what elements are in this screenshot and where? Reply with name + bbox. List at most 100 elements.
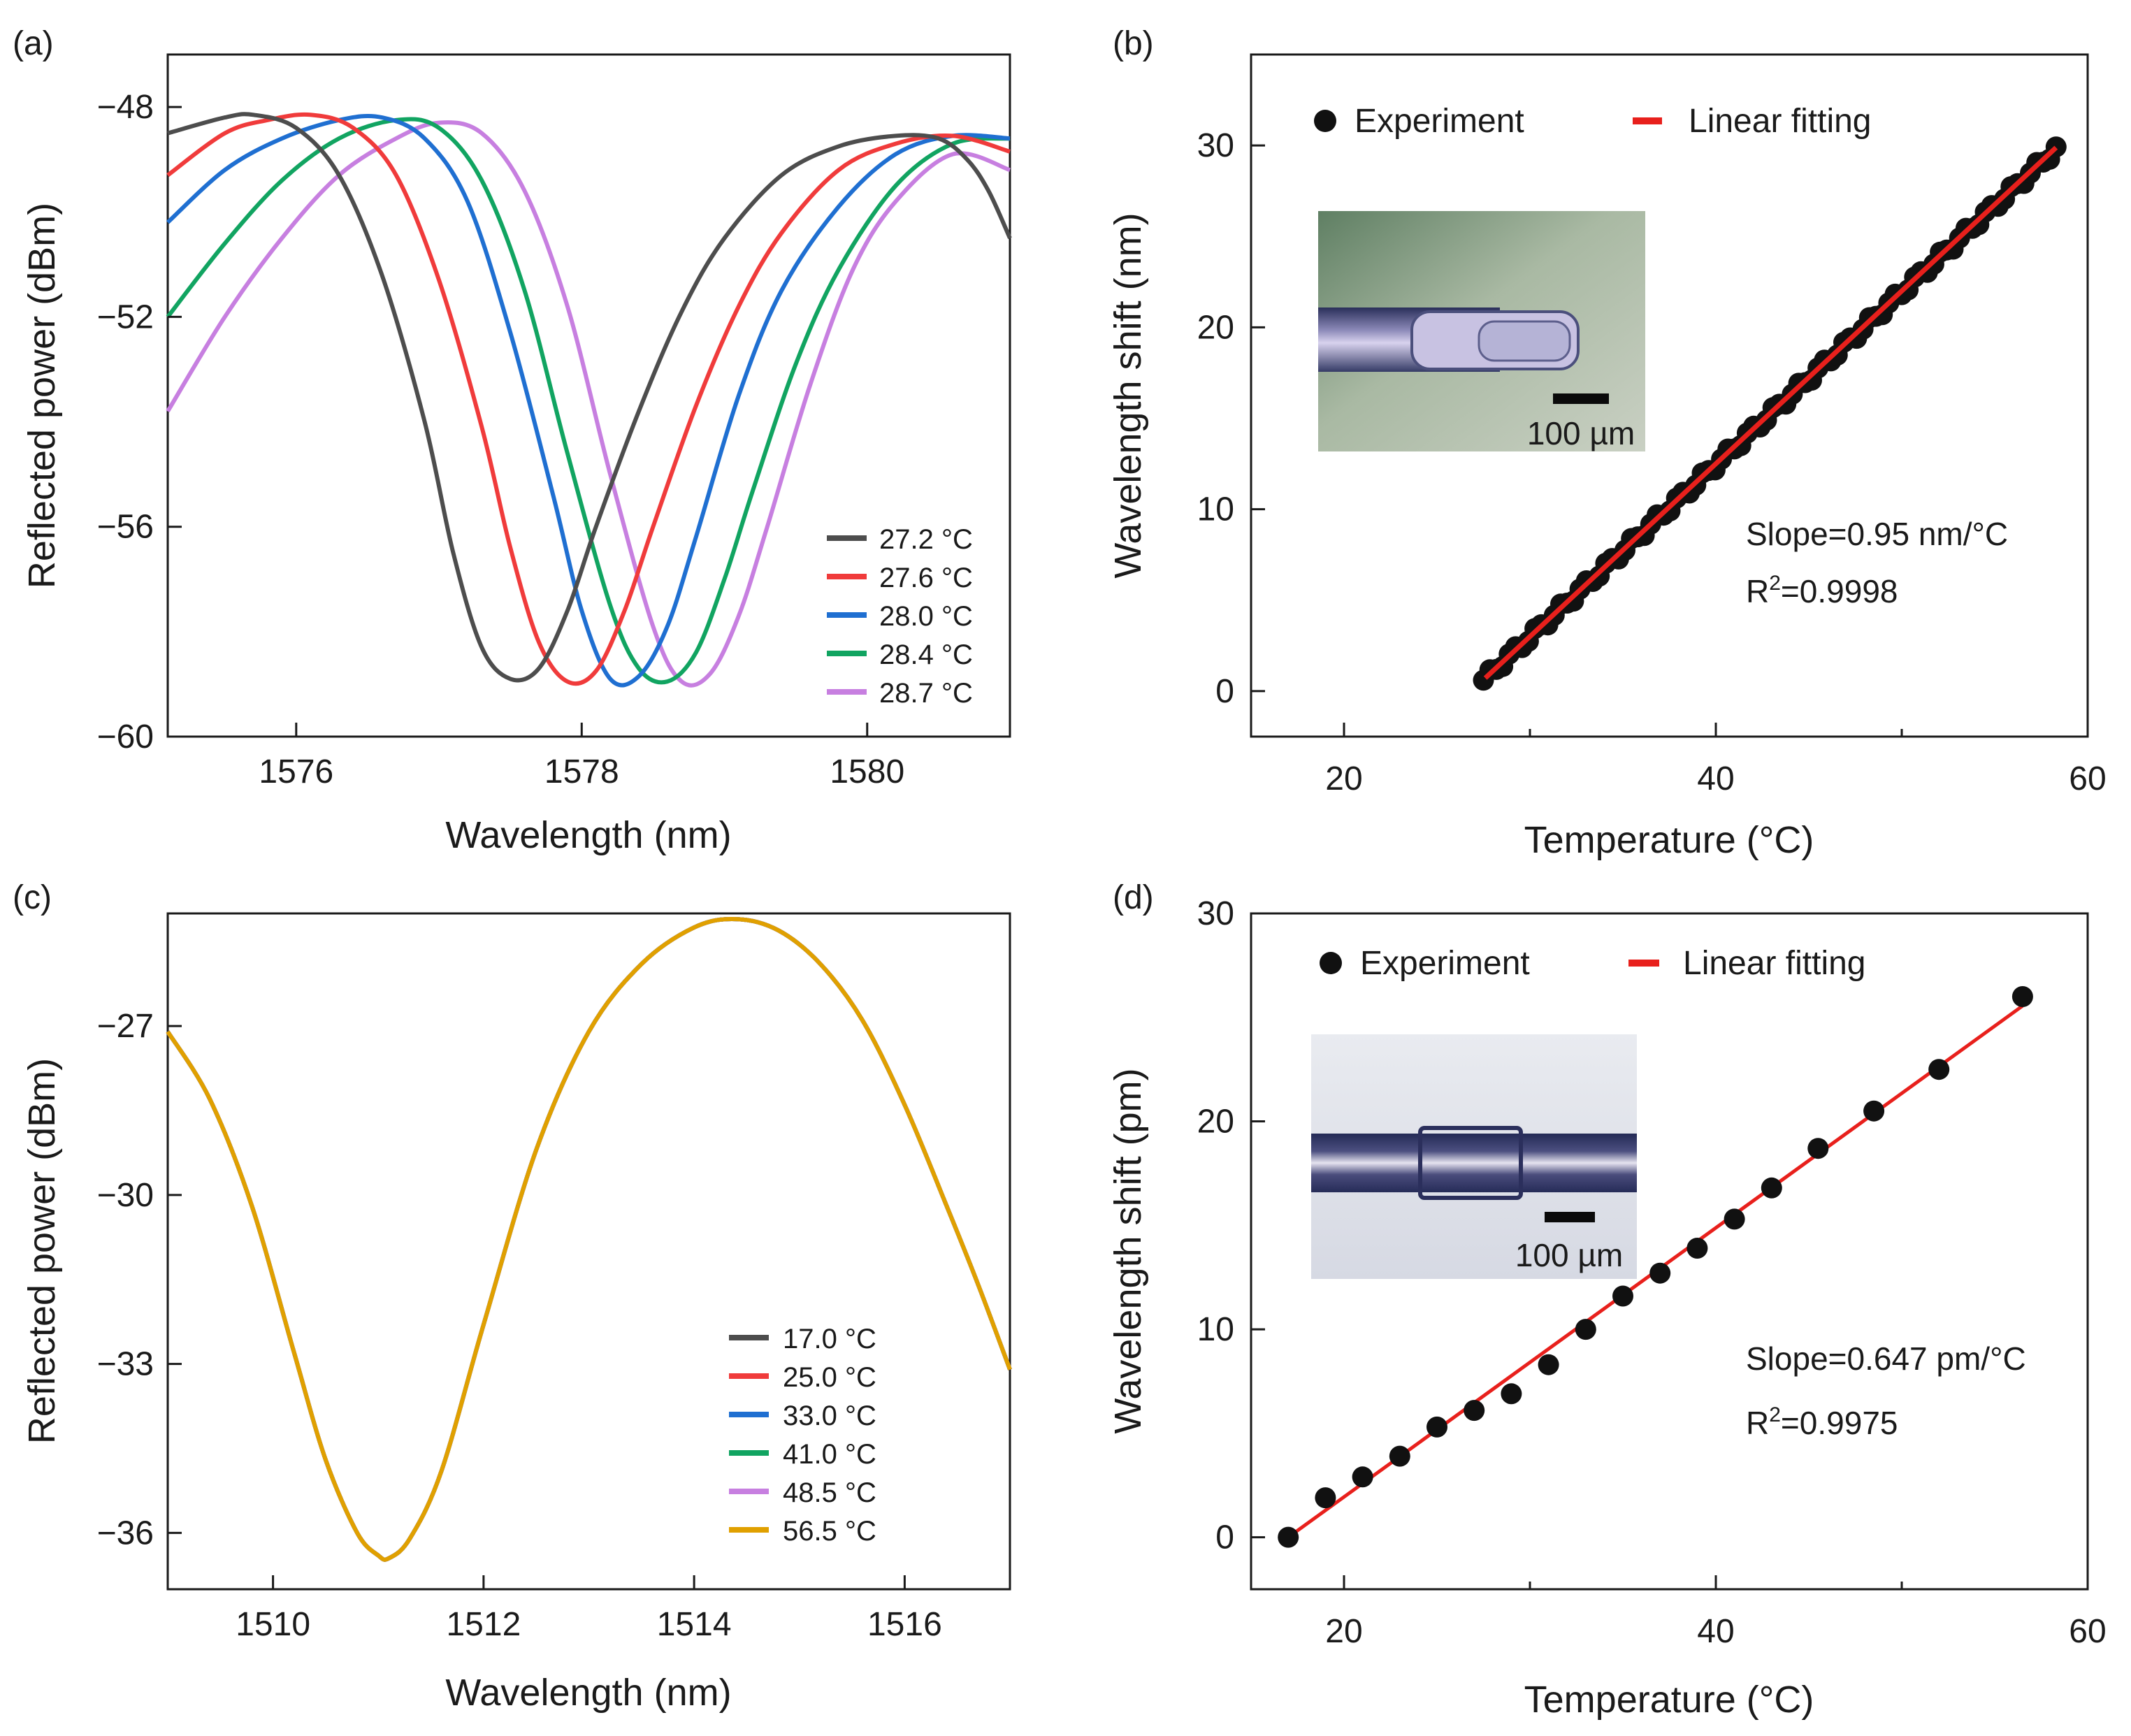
y-axis: 0 10 20 30 Wavelength shift (nm) <box>1107 127 1265 710</box>
inset-micrograph: 100 µm <box>1311 1034 1637 1279</box>
series-lines <box>166 916 1012 1562</box>
y-tick-label: 30 <box>1197 895 1234 932</box>
legend-entry: 27.2 °C <box>879 524 973 555</box>
data-point <box>1352 1466 1373 1488</box>
y-tick-label: −56 <box>97 509 154 546</box>
y-axis-label: Reflected power (dBm) <box>21 1058 63 1444</box>
x-axis: 1576 1578 1580 Wavelength (nm) <box>259 723 904 856</box>
panel-d: (d) 100 µm 20 40 60 Temperature (°C) 0 1… <box>1107 879 2107 1721</box>
legend-marker-experiment <box>1320 952 1342 974</box>
scale-bar-label: 100 µm <box>1515 1237 1623 1273</box>
panel-label: (c) <box>13 879 52 916</box>
series-line <box>166 916 1012 1562</box>
series-line <box>166 916 1012 1562</box>
panel-label: (a) <box>13 25 54 62</box>
legend-entry: 27.6 °C <box>879 563 973 593</box>
legend: Experiment Linear fitting <box>1320 945 1866 982</box>
legend-entry: Linear fitting <box>1689 103 1872 140</box>
y-tick-label: 10 <box>1197 1311 1234 1348</box>
data-point <box>1389 1445 1410 1467</box>
series-line <box>166 916 1012 1562</box>
r-squared-text: R2=0.9975 <box>1746 1403 1898 1441</box>
data-point <box>1538 1354 1559 1375</box>
legend-entry: 17.0 °C <box>783 1324 876 1354</box>
legend-entry: Experiment <box>1355 103 1524 140</box>
y-tick-label: 10 <box>1197 491 1234 528</box>
fit-annotation: Slope=0.647 pm/°C R2=0.9975 <box>1746 1340 2026 1441</box>
series-line <box>166 916 1012 1562</box>
y-tick-label: −52 <box>97 298 154 335</box>
scale-bar <box>1545 1212 1595 1222</box>
scale-bar-label: 100 µm <box>1527 415 1635 451</box>
data-point <box>1464 1400 1485 1422</box>
r-superscript: 2 <box>1769 572 1781 595</box>
legend-entry: 33.0 °C <box>783 1401 876 1431</box>
x-axis-label: Temperature (°C) <box>1524 819 1814 861</box>
data-point <box>1724 1208 1745 1230</box>
data-point <box>1612 1285 1633 1307</box>
series-lines <box>166 112 1012 688</box>
x-axis-label: Wavelength (nm) <box>445 814 731 856</box>
data-point <box>1278 1526 1299 1548</box>
x-tick-label: 20 <box>1325 1613 1362 1650</box>
r-squared-text: R2=0.9998 <box>1746 572 1898 609</box>
r-value: =0.9975 <box>1781 1405 1898 1441</box>
legend-entry: 25.0 °C <box>783 1362 876 1393</box>
series-line <box>166 112 1011 686</box>
data-point <box>2011 986 2033 1007</box>
legend: 27.2 °C 27.6 °C 28.0 °C 28.4 °C 28.7 °C <box>827 524 973 709</box>
fit-line <box>1483 145 2058 680</box>
data-point <box>1649 1262 1671 1284</box>
panel-label: (b) <box>1113 25 1154 62</box>
y-axis: −36 −33 −30 −27 Reflected power (dBm) <box>21 1008 182 1551</box>
plot-frame <box>1250 53 2089 738</box>
y-tick-label: 0 <box>1215 1519 1234 1556</box>
legend-entry: 28.7 °C <box>879 678 973 709</box>
legend-entry: Experiment <box>1360 945 1530 982</box>
series-line <box>166 114 1011 688</box>
slope-text: Slope=0.647 pm/°C <box>1746 1340 2026 1377</box>
plot-frame <box>1250 912 2089 1591</box>
y-tick-label: 0 <box>1215 673 1234 710</box>
x-tick-label: 40 <box>1697 760 1734 797</box>
y-tick-label: 20 <box>1197 309 1234 346</box>
plot-frame <box>166 912 1011 1591</box>
plot-frame <box>166 53 1011 738</box>
data-point <box>1426 1416 1447 1438</box>
series-line <box>167 112 1012 683</box>
legend-entry: 28.4 °C <box>879 639 973 670</box>
fiber-hole <box>1478 320 1571 362</box>
x-axis-label: Wavelength (nm) <box>445 1672 731 1714</box>
fiber <box>1311 1134 1637 1192</box>
x-tick-label: 1510 <box>236 1606 310 1643</box>
y-tick-label: −27 <box>97 1008 154 1045</box>
y-tick-label: −48 <box>97 89 154 126</box>
y-axis: −60 −56 −52 −48 Reflected power (dBm) <box>21 89 182 755</box>
legend-entry: Linear fitting <box>1683 945 1866 982</box>
data-point <box>1501 1383 1522 1405</box>
x-tick-label: 1576 <box>259 753 333 790</box>
y-axis-label: Wavelength shift (pm) <box>1107 1068 1149 1433</box>
series-line <box>166 117 1011 685</box>
x-tick-label: 60 <box>2069 1613 2106 1650</box>
fiber-cavity <box>1418 1126 1523 1200</box>
inset-micrograph: 100 µm <box>1318 211 1645 451</box>
legend: Experiment Linear fitting <box>1314 103 1872 140</box>
slope-text: Slope=0.95 nm/°C <box>1746 516 2008 552</box>
legend-entry: 41.0 °C <box>783 1439 876 1470</box>
y-tick-label: 20 <box>1197 1104 1234 1141</box>
data-point <box>1315 1487 1336 1509</box>
series-line <box>166 916 1012 1562</box>
panel-a: (a) 1576 1578 1580 Wavelength (nm) −60 −… <box>13 25 1012 856</box>
data-point <box>1761 1177 1782 1199</box>
x-tick-label: 1578 <box>544 753 619 790</box>
experiment-points <box>1278 986 2033 1548</box>
legend-marker-experiment <box>1314 110 1336 132</box>
r-symbol: R <box>1746 1405 1769 1441</box>
x-tick-label: 40 <box>1697 1613 1734 1650</box>
r-symbol: R <box>1746 573 1769 609</box>
y-tick-label: 30 <box>1197 127 1234 164</box>
data-point <box>1575 1319 1596 1340</box>
x-axis: 20 40 60 Temperature (°C) <box>1325 723 2107 861</box>
